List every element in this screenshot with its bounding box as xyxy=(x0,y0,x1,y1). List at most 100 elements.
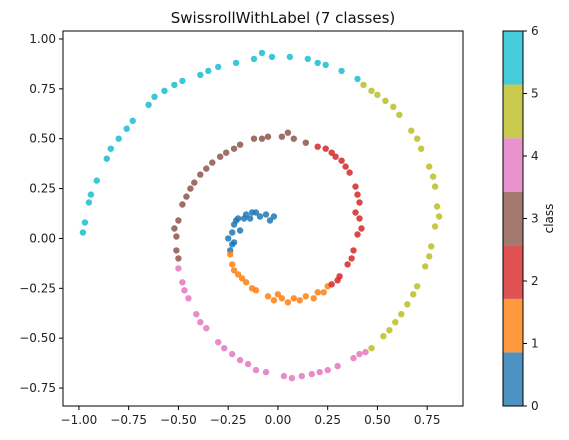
colorbar-tick-label: 5 xyxy=(531,87,539,101)
point-class-1 xyxy=(270,297,278,304)
point-class-3 xyxy=(264,133,272,140)
colorbar-tick-label: 2 xyxy=(531,274,539,288)
point-class-2 xyxy=(356,215,363,222)
point-class-6 xyxy=(258,49,266,57)
point-class-6 xyxy=(161,87,168,95)
point-class-5 xyxy=(431,223,439,230)
point-class-3 xyxy=(187,185,194,192)
point-class-3 xyxy=(284,129,292,136)
point-class-2 xyxy=(354,191,361,198)
point-class-4 xyxy=(236,356,244,364)
point-class-1 xyxy=(320,289,327,296)
point-class-0 xyxy=(248,209,256,216)
point-class-4 xyxy=(288,374,296,382)
point-class-5 xyxy=(368,87,375,95)
point-class-2 xyxy=(356,199,363,206)
colorbar-segment-1 xyxy=(503,298,523,353)
point-class-4 xyxy=(179,279,186,286)
point-class-1 xyxy=(230,267,238,274)
plot-frame xyxy=(62,30,464,407)
point-class-6 xyxy=(87,191,95,198)
point-class-4 xyxy=(185,295,192,302)
point-class-5 xyxy=(422,263,429,270)
point-class-6 xyxy=(171,81,178,89)
point-class-6 xyxy=(107,145,115,152)
point-class-3 xyxy=(223,149,230,156)
point-class-1 xyxy=(264,293,272,300)
point-class-1 xyxy=(227,251,234,258)
point-class-2 xyxy=(314,143,321,150)
point-class-6 xyxy=(268,53,276,61)
point-class-3 xyxy=(183,193,190,200)
point-class-2 xyxy=(328,281,335,288)
point-class-1 xyxy=(310,295,317,302)
point-class-5 xyxy=(410,291,417,298)
x-tick-label: 0.00 xyxy=(265,413,292,427)
point-class-4 xyxy=(298,372,305,380)
point-class-5 xyxy=(414,135,421,142)
x-tick-label: 0.25 xyxy=(314,413,341,427)
point-class-1 xyxy=(290,295,297,302)
point-class-5 xyxy=(408,127,415,134)
point-class-2 xyxy=(342,163,349,170)
x-tick-label: 0.50 xyxy=(364,413,391,427)
point-class-4 xyxy=(280,372,288,380)
point-class-3 xyxy=(250,135,258,142)
x-tick-label: −0.50 xyxy=(160,413,197,427)
point-class-6 xyxy=(205,67,212,75)
point-class-6 xyxy=(197,71,204,79)
point-class-4 xyxy=(362,348,369,356)
point-class-0 xyxy=(229,241,236,248)
point-class-6 xyxy=(354,75,361,83)
point-class-0 xyxy=(256,213,264,220)
point-class-1 xyxy=(234,271,242,278)
point-class-4 xyxy=(221,345,228,352)
point-class-5 xyxy=(404,301,411,308)
point-class-4 xyxy=(308,370,315,378)
point-class-1 xyxy=(296,297,303,304)
point-class-1 xyxy=(302,293,309,300)
point-class-4 xyxy=(229,350,236,358)
point-class-6 xyxy=(215,63,222,71)
point-class-3 xyxy=(209,159,216,166)
point-class-6 xyxy=(129,117,136,125)
point-class-1 xyxy=(284,299,292,306)
point-class-4 xyxy=(356,350,363,358)
point-class-5 xyxy=(426,163,433,170)
y-tick-label: 1.00 xyxy=(29,32,56,46)
point-class-3 xyxy=(171,225,178,232)
point-class-5 xyxy=(431,183,439,190)
point-class-3 xyxy=(191,179,198,186)
scatter-points xyxy=(79,49,443,382)
y-tick-label: 0.00 xyxy=(29,231,56,245)
colorbar-segment-6 xyxy=(503,31,523,85)
point-class-5 xyxy=(374,91,381,99)
point-class-0 xyxy=(232,217,240,224)
point-class-1 xyxy=(248,285,256,292)
colorbar-label: class xyxy=(542,204,556,234)
y-tick-label: 0.50 xyxy=(29,132,56,146)
y-tick-label: −0.25 xyxy=(19,281,56,295)
point-class-3 xyxy=(175,255,182,262)
point-class-3 xyxy=(173,247,180,254)
point-class-2 xyxy=(344,261,351,268)
colorbar-tick-label: 6 xyxy=(531,24,539,38)
point-class-3 xyxy=(173,233,180,240)
colorbar-tick-label: 4 xyxy=(531,149,539,163)
point-class-5 xyxy=(414,283,421,290)
point-class-4 xyxy=(324,366,331,374)
point-class-5 xyxy=(382,97,389,105)
point-class-3 xyxy=(203,165,210,172)
point-class-6 xyxy=(250,55,258,63)
point-class-0 xyxy=(236,227,244,234)
x-tick-label: −0.25 xyxy=(210,413,247,427)
chart-title: SwissrollWithLabel (7 classes) xyxy=(171,9,396,27)
point-class-4 xyxy=(197,319,204,326)
point-class-3 xyxy=(179,201,186,208)
point-class-1 xyxy=(278,295,286,302)
point-class-6 xyxy=(85,199,93,206)
colorbar-tick-label: 0 xyxy=(531,399,539,413)
point-class-0 xyxy=(266,217,274,224)
point-class-0 xyxy=(270,213,278,220)
